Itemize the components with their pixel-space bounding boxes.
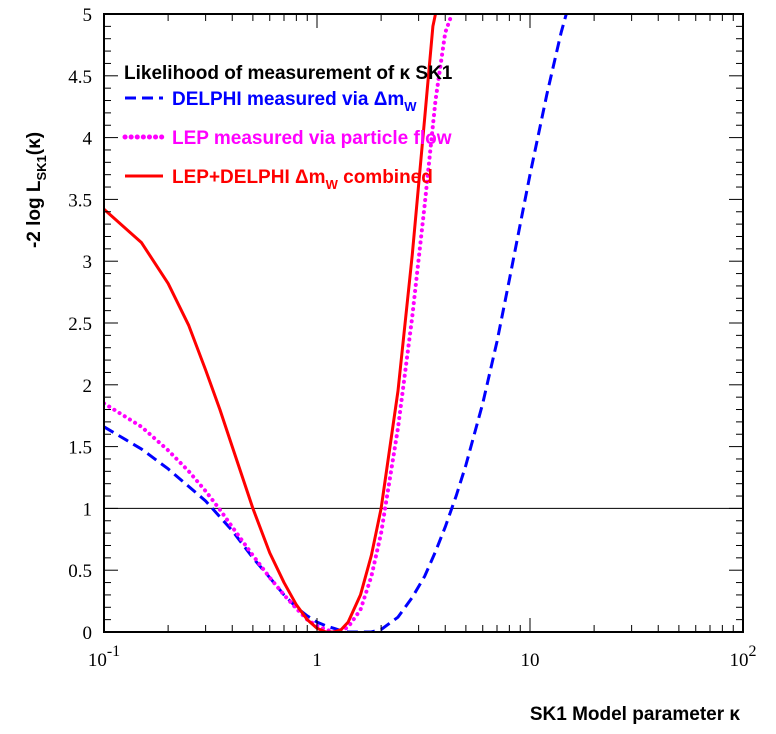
y-axis-title-main: -2 log L: [24, 180, 45, 248]
y-tick-label: 1: [83, 499, 93, 520]
plot-frame: [103, 13, 744, 633]
y-tick-label: 0: [83, 623, 93, 644]
series-line-dotted: [104, 14, 454, 632]
y-tick-label: 2.5: [68, 314, 92, 335]
y-axis-title-tail: (κ): [24, 132, 45, 155]
y-axis-title: -2 log LSK1(κ): [24, 132, 49, 248]
y-axis-title-sub: SK1: [34, 155, 49, 180]
y-tick-label: 4.5: [68, 67, 92, 88]
x-tick-label: 102: [730, 643, 757, 671]
legend-entry-label: DELPHI measured via ΔmW: [172, 89, 417, 114]
x-tick-label: 1: [312, 650, 322, 671]
y-tick-label: 1.5: [68, 438, 92, 459]
y-tick-label: 2: [83, 376, 93, 397]
y-tick-label: 4: [83, 129, 93, 150]
legend-entry-label: LEP measured via particle flow: [172, 128, 452, 149]
legend: Likelihood of measurement of κ SK1 DELPH…: [122, 63, 453, 192]
x-tick-label: 10: [521, 650, 540, 671]
y-tick-label: 3: [83, 252, 93, 273]
y-tick-label: 0.5: [68, 561, 92, 582]
y-tick-label: 3.5: [68, 190, 92, 211]
y-tick-label: 5: [83, 5, 93, 26]
x-axis-title: SK1 Model parameter κ: [530, 704, 741, 725]
x-tick-label: 10-1: [88, 643, 120, 671]
legend-entry-label: LEP+DELPHI ΔmW combined: [172, 167, 433, 192]
legend-title: Likelihood of measurement of κ SK1: [124, 63, 453, 84]
